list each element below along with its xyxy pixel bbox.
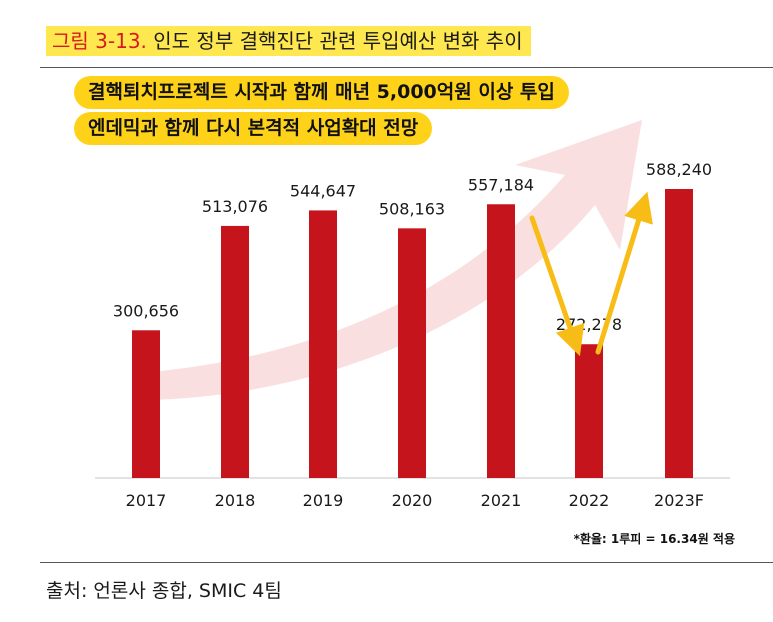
x-tick-2022: 2022	[569, 491, 610, 510]
bar-2021	[487, 204, 515, 478]
x-tick-2021: 2021	[481, 491, 522, 510]
x-tick-2020: 2020	[392, 491, 433, 510]
recovery-arrow	[595, 191, 653, 355]
exchange-rate-note: *환율: 1루피 = 16.34원 적용	[573, 532, 735, 546]
value-label-2019: 544,647	[290, 181, 356, 200]
value-label-2020: 508,163	[379, 199, 445, 218]
trend-arrow-shape	[150, 120, 642, 400]
callout-1: 결핵퇴치프로젝트 시작과 함께 매년 5,000억원 이상 투입	[74, 76, 569, 109]
value-label-2023F: 588,240	[646, 160, 712, 179]
bar-2019	[309, 210, 337, 479]
decline-arrow	[529, 215, 585, 357]
bar-2020	[398, 228, 426, 478]
value-label-2017: 300,656	[113, 301, 179, 320]
bar-2018	[221, 225, 249, 478]
x-tick-2018: 2018	[215, 491, 256, 510]
figure-title-text: 인도 정부 결핵진단 관련 투입예산 변화 추이	[153, 29, 523, 53]
x-tick-2019: 2019	[303, 491, 344, 510]
callout-2: 엔데믹과 함께 다시 본격적 사업확대 전망	[74, 112, 433, 145]
bar-2022	[575, 344, 603, 478]
bar-2017	[132, 330, 160, 478]
x-tick-2017: 2017	[126, 491, 167, 510]
value-label-2021: 557,184	[468, 175, 534, 194]
bottom-rule	[40, 562, 773, 563]
x-tick-2023F: 2023F	[654, 491, 704, 510]
bar-2023F	[665, 189, 693, 478]
figure-number: 그림 3-13.	[52, 29, 147, 53]
value-label-2018: 513,076	[202, 197, 268, 216]
figure-title: 그림 3-13. 인도 정부 결핵진단 관련 투입예산 변화 추이	[46, 26, 531, 56]
top-rule	[40, 67, 773, 68]
source-text: 출처: 언론사 종합, SMIC 4팀	[46, 580, 282, 602]
